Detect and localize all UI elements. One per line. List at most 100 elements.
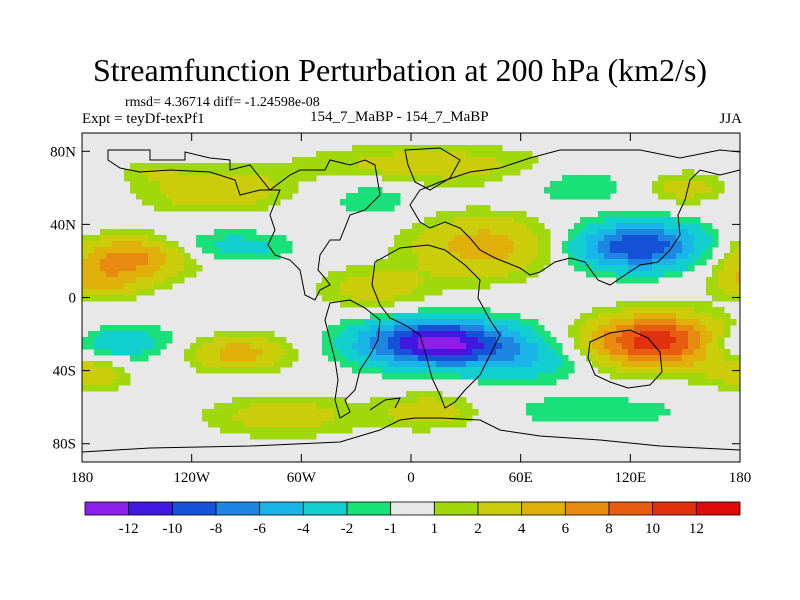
field-cell [256, 415, 263, 422]
field-cell [688, 259, 695, 266]
field-cell [520, 235, 527, 242]
field-cell [394, 415, 401, 422]
field-cell [670, 247, 677, 254]
field-cell [706, 301, 713, 308]
field-cell [232, 415, 239, 422]
field-cell [322, 409, 329, 416]
field-cell [394, 313, 401, 320]
field-cell [442, 163, 449, 170]
field-cell [316, 397, 323, 404]
field-cell [352, 403, 359, 410]
field-cell [88, 385, 95, 392]
field-cell [376, 313, 383, 320]
field-cell [604, 409, 611, 416]
field-cell [424, 289, 431, 296]
field-cell [250, 343, 257, 350]
field-cell [490, 253, 497, 260]
field-cell [388, 253, 395, 260]
field-cell [154, 283, 161, 290]
field-cell [496, 319, 503, 326]
field-cell [466, 307, 473, 314]
field-cell [316, 283, 323, 290]
field-cell [628, 259, 635, 266]
field-cell [484, 361, 491, 368]
field-cell [598, 361, 605, 368]
field-cell [526, 259, 533, 266]
field-cell [106, 343, 113, 350]
field-cell [502, 229, 509, 236]
field-cell [676, 187, 683, 194]
field-cell [388, 145, 395, 152]
field-cell [706, 343, 713, 350]
field-cell [220, 421, 227, 428]
field-cell [286, 427, 293, 434]
field-cell [526, 163, 533, 170]
field-cell [436, 217, 443, 224]
field-cell [538, 361, 545, 368]
field-cell [202, 247, 209, 254]
field-cell [394, 241, 401, 248]
field-cell [466, 331, 473, 338]
field-cell [442, 145, 449, 152]
field-cell [484, 265, 491, 272]
field-cell [580, 181, 587, 188]
field-cell [484, 307, 491, 314]
field-cell [724, 331, 731, 338]
field-cell [244, 421, 251, 428]
field-cell [460, 253, 467, 260]
field-cell [310, 403, 317, 410]
colorbar-swatch [302, 501, 348, 516]
field-cell [544, 241, 551, 248]
field-cell [364, 325, 371, 332]
field-cell [382, 259, 389, 266]
field-cell [496, 151, 503, 158]
field-cell [604, 223, 611, 230]
field-cell [520, 163, 527, 170]
field-cell [610, 247, 617, 254]
field-cell [418, 403, 425, 410]
field-cell [700, 355, 707, 362]
field-cell [700, 367, 707, 374]
field-cell [712, 271, 719, 278]
field-cell [544, 355, 551, 362]
field-cell [268, 337, 275, 344]
field-cell [664, 343, 671, 350]
field-cell [574, 187, 581, 194]
field-cell [394, 337, 401, 344]
field-cell [220, 415, 227, 422]
field-cell [88, 235, 95, 242]
field-cell [394, 259, 401, 266]
field-cell [592, 349, 599, 356]
y-tick-label: 40S [53, 364, 76, 380]
field-cell [154, 169, 161, 176]
field-cell [388, 367, 395, 374]
field-cell [376, 157, 383, 164]
field-cell [514, 379, 521, 386]
field-cell [406, 151, 413, 158]
field-cell [628, 325, 635, 332]
field-cell [358, 157, 365, 164]
field-cell [370, 265, 377, 272]
field-cell [562, 187, 569, 194]
field-cell [406, 283, 413, 290]
field-cell [430, 325, 437, 332]
field-cell [412, 151, 419, 158]
field-cell [358, 199, 365, 206]
field-cell [700, 229, 707, 236]
field-cell [688, 265, 695, 272]
field-cell [100, 259, 107, 266]
field-cell [688, 325, 695, 332]
field-cell [736, 241, 740, 248]
field-cell [142, 169, 149, 176]
field-cell [262, 205, 269, 212]
field-cell [274, 235, 281, 242]
field-cell [382, 367, 389, 374]
field-cell [682, 313, 689, 320]
field-cell [460, 265, 467, 272]
field-cell [460, 307, 467, 314]
field-cell [142, 349, 149, 356]
field-cell [382, 421, 389, 428]
field-cell [238, 355, 245, 362]
field-cell [592, 229, 599, 236]
field-cell [502, 343, 509, 350]
